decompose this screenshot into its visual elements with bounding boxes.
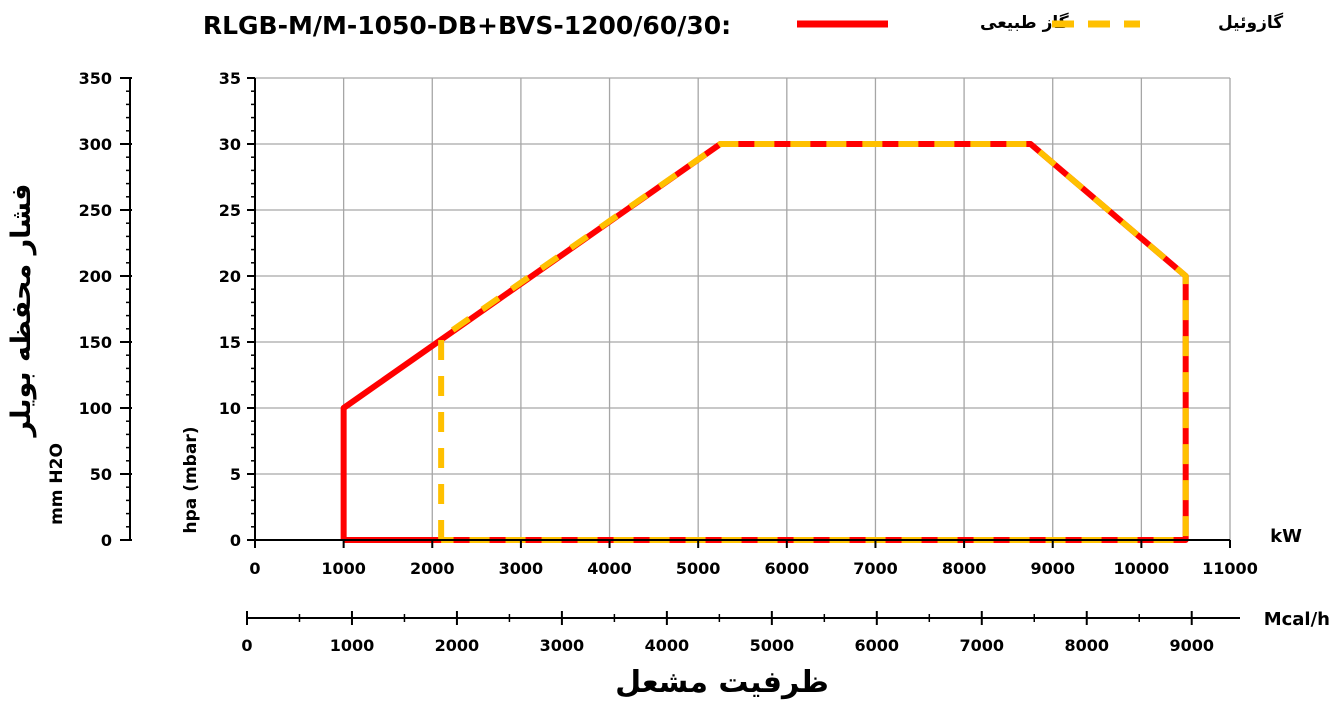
legend: گاز طبیعی گازوئیل <box>797 12 1283 33</box>
y-tick-label: 20 <box>219 267 241 286</box>
y-tick-label: 25 <box>219 201 241 220</box>
x2-tick-label: 9000 <box>1169 636 1214 655</box>
y-tick-label: 15 <box>219 333 241 352</box>
plot-area <box>254 77 1231 543</box>
y2-tick-label: 100 <box>79 399 112 418</box>
y2-tick-label: 50 <box>90 465 112 484</box>
x-tick-label: 7000 <box>853 559 898 578</box>
x2-unit-label: Mcal/h <box>1264 609 1330 630</box>
x2-tick-label: 6000 <box>855 636 900 655</box>
x-tick-label: 9000 <box>1030 559 1075 578</box>
legend-label-diesel: گازوئیل <box>1218 12 1283 33</box>
y2-tick-label: 350 <box>79 69 112 88</box>
y2-tick-label: 250 <box>79 201 112 220</box>
x-unit-label: kW <box>1270 526 1302 547</box>
y-tick-label: 35 <box>219 69 241 88</box>
axes: 0 1000 2000 3000 4000 5000 6000 7000 8000 9000 100… <box>79 69 1258 655</box>
y-axis-label: hpa (mbar) <box>181 427 201 534</box>
x-tick-label: 5000 <box>676 559 721 578</box>
y2-tick-label: 0 <box>101 531 112 550</box>
y2-unit-label: mm H2O <box>47 443 67 525</box>
x-tick-label: 0 <box>249 559 260 578</box>
x-tick-label: 10000 <box>1114 559 1170 578</box>
x2-tick-label: 5000 <box>750 636 795 655</box>
chart-title: RLGB-M/M-1050-DB+BVS-1200/60/30: <box>203 11 731 40</box>
x2-tick-label: 3000 <box>540 636 585 655</box>
y-tick-label: 10 <box>219 399 241 418</box>
y-tick-label: 0 <box>230 531 241 550</box>
x2-tick-label: 2000 <box>435 636 480 655</box>
y-axis-title: فشار محفظه بویلر <box>6 184 37 439</box>
x-tick-label: 4000 <box>587 559 632 578</box>
x-tick-label: 6000 <box>765 559 810 578</box>
x2-tick-label: 8000 <box>1064 636 1109 655</box>
x2-tick-label: 4000 <box>645 636 690 655</box>
y2-tick-label: 200 <box>79 267 112 286</box>
x2-tick-label: 0 <box>241 636 252 655</box>
x-tick-label: 3000 <box>499 559 544 578</box>
x2-tick-label: 7000 <box>960 636 1005 655</box>
y-tick-label: 5 <box>230 465 241 484</box>
x-tick-label: 8000 <box>942 559 987 578</box>
x-axis-title: ظرفیت مشعل <box>615 665 829 700</box>
y-tick-label: 30 <box>219 135 241 154</box>
legend-label-natural-gas: گاز طبیعی <box>980 12 1069 33</box>
x-tick-label: 11000 <box>1202 559 1258 578</box>
y2-tick-label: 150 <box>79 333 112 352</box>
y2-tick-label: 300 <box>79 135 112 154</box>
x2-tick-label: 1000 <box>330 636 375 655</box>
x-tick-label: 2000 <box>410 559 455 578</box>
x-tick-label: 1000 <box>321 559 366 578</box>
